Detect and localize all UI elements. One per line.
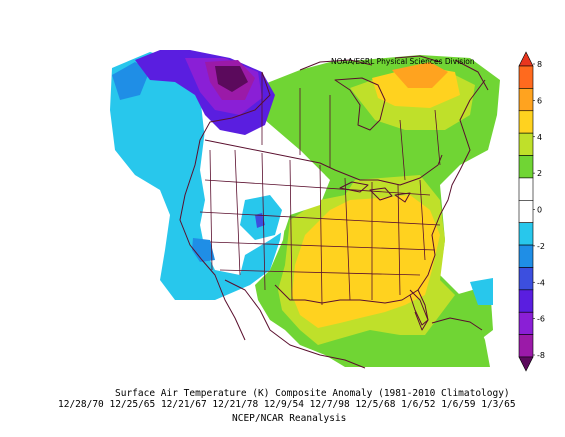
colorbar-band (518, 267, 534, 291)
colorbar-tick-label: 2 (537, 169, 542, 178)
colorbar-band (518, 244, 534, 268)
colorbar-tick-label: 4 (537, 133, 542, 142)
colorbar-tick-label: -2 (537, 242, 545, 251)
canada-province-lines (261, 72, 441, 181)
mexico-outline (224, 279, 366, 369)
great-lakes-outline (339, 181, 411, 203)
colorbar-band (518, 334, 534, 358)
colorbar-tick-label: 0 (537, 206, 542, 215)
field-very-warm-canada (392, 62, 448, 88)
colorbar-tick-label: -6 (537, 315, 545, 324)
colorbar: 8 6 4 2 0 -2 -4 -6 -8 (518, 51, 545, 372)
caption-title: Surface Air Temperature (K) Composite An… (115, 388, 510, 399)
colorbar-band (518, 88, 534, 112)
colorbar-band (518, 222, 534, 246)
canada-arctic-islands (299, 55, 489, 91)
field-extreme-cold-darkest (215, 66, 248, 92)
colorbar-tick-label: -4 (537, 278, 545, 287)
caption-dates: 12/28/70 12/25/65 12/21/67 12/21/78 12/9… (58, 399, 516, 410)
colorbar-band (518, 110, 534, 134)
colorbar-ticks: 8 6 4 2 0 -2 -4 -6 -8 (533, 60, 545, 360)
colorbar-band (518, 356, 534, 372)
credit-label: NOAA/ESRL Physical Sciences Division (331, 57, 475, 66)
atlantic-coastline (417, 79, 486, 291)
colorbar-tick-label: 8 (537, 60, 542, 69)
colorbar-tick-label: -8 (537, 351, 545, 360)
cuba-outline (431, 317, 483, 331)
colorbar-band (518, 132, 534, 156)
field-mild-cold-atlantic (470, 278, 493, 305)
boundary-layer (179, 55, 489, 369)
colorbar-band (518, 200, 534, 223)
caption-source: NCEP/NCAR Reanalysis (232, 413, 347, 424)
colorbar-band (518, 155, 534, 179)
florida-outline (409, 289, 429, 331)
field-cold-southwest (192, 238, 215, 262)
colorbar-band (518, 51, 534, 67)
field-warm-se-us (292, 195, 440, 328)
gulf-coastline (274, 284, 429, 326)
us-canada-border (204, 139, 443, 186)
colorbar-band (518, 289, 534, 313)
colorbar-band (518, 65, 534, 89)
field-cold-rockies (255, 213, 265, 228)
colorbar-bands (518, 51, 534, 372)
colorbar-band (518, 311, 534, 335)
colorbar-band (518, 177, 534, 201)
pacific-coastline (179, 71, 271, 341)
anomaly-field-layer (110, 50, 500, 367)
colorbar-tick-label: 6 (537, 96, 542, 105)
hudson-bay-outline (334, 77, 386, 131)
field-cold-northwest (112, 62, 150, 100)
us-state-lines (199, 149, 441, 306)
